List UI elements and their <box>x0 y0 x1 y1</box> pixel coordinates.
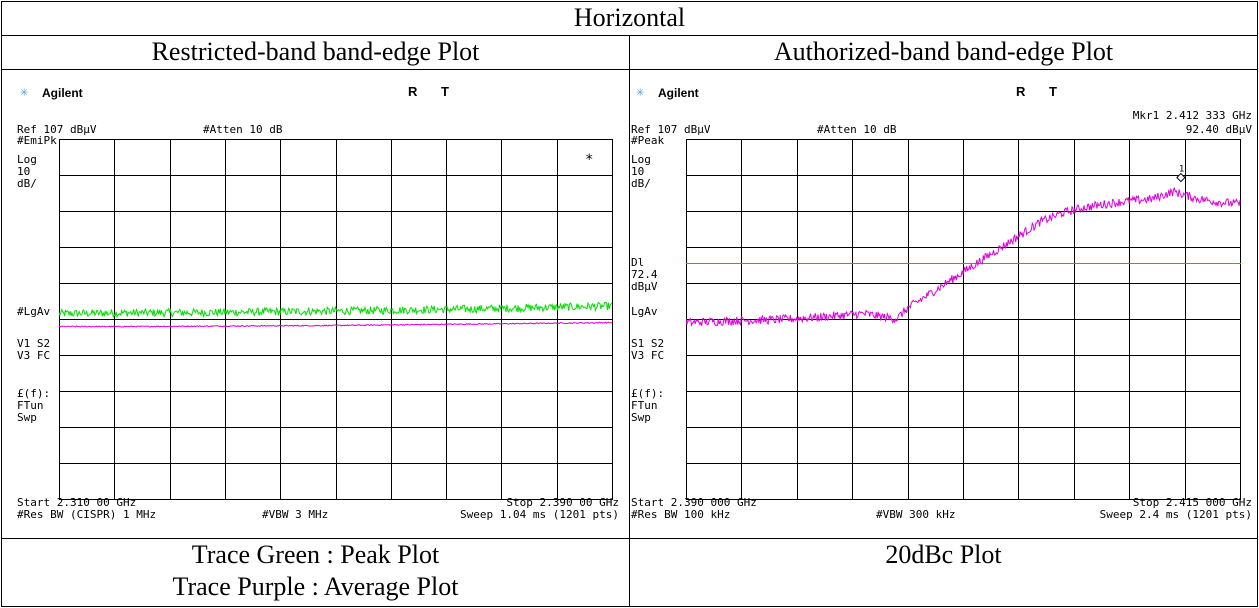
swp-label: Swp <box>631 411 651 424</box>
v1s2-label: V1 S2 <box>17 337 51 350</box>
right-analyzer-screen: ✳ Agilent R T Mkr1 2.412 333 GHz Ref 107… <box>630 84 1256 535</box>
left-caption-line1: Trace Green : Peak Plot <box>191 540 440 569</box>
marker-symbol: * <box>585 152 594 168</box>
peak-trace-line <box>59 301 613 319</box>
ref-level: Ref 107 dBµV <box>631 123 711 136</box>
ff-label: £(f): <box>631 387 665 400</box>
attenuation: #Atten 10 dB <box>817 123 897 136</box>
scale-log: Log <box>631 153 651 166</box>
s1s2-label: S1 S2 <box>631 337 665 350</box>
v3fc-label: V3 FC <box>631 349 665 362</box>
marker-diamond-icon <box>1176 172 1186 183</box>
display-line-unit: dBµV <box>631 280 658 293</box>
ref-level: Ref 107 dBµV <box>17 123 97 136</box>
star-icon: ✳ <box>636 84 645 100</box>
detector-label: #EmiPk <box>17 134 57 147</box>
star-icon: ✳ <box>20 84 29 100</box>
scale-unit: dB/ <box>631 177 651 190</box>
v3fc-label: V3 FC <box>17 349 51 362</box>
status-rt: R T <box>408 84 459 99</box>
ftun-label: FTun <box>17 399 44 412</box>
vbw: #VBW 3 MHz <box>262 508 329 521</box>
attenuation: #Atten 10 dB <box>203 123 283 136</box>
left-analyzer-screen: ✳ Agilent R T Ref 107 dBµV #Atten 10 dB … <box>16 84 623 535</box>
display-line-value: 72.4 <box>631 268 658 281</box>
left-plot-area <box>59 139 613 500</box>
ftun-label: FTun <box>631 399 658 412</box>
right-plot-title: Authorized-band band-edge Plot <box>773 37 1114 66</box>
scale-value: 10 <box>17 165 31 178</box>
average-trace-line <box>59 321 613 328</box>
swp-label: Swp <box>17 411 37 424</box>
display-line-label: Dl <box>631 256 645 269</box>
left-plot-title: Restricted-band band-edge Plot <box>151 37 480 66</box>
res-bw: #Res BW 100 kHz <box>631 508 731 521</box>
status-rt: R T <box>1016 84 1067 99</box>
column-divider <box>629 35 630 607</box>
right-caption: 20dBc Plot <box>885 540 1002 569</box>
scale-value: 10 <box>631 165 645 178</box>
marker-level: 92.40 dBµV <box>1185 123 1252 136</box>
marker-frequency: Mkr1 2.412 333 GHz <box>1132 109 1252 122</box>
res-bw: #Res BW (CISPR) 1 MHz <box>17 508 157 521</box>
scale-unit: dB/ <box>17 177 37 190</box>
sweep-time: Sweep 1.04 ms (1201 pts) <box>460 508 619 521</box>
marker-number: 1 <box>1179 165 1184 175</box>
scale-log: Log <box>17 153 37 166</box>
left-caption-line2: Trace Purple : Average Plot <box>172 572 459 601</box>
trace-20dbc-line <box>686 186 1241 327</box>
brand-logo: Agilent <box>658 86 699 100</box>
right-plot-area: 1 <box>686 139 1241 500</box>
ff-label: £(f): <box>17 387 51 400</box>
brand-logo: Agilent <box>42 86 83 100</box>
table-header: Horizontal <box>573 3 686 32</box>
detector-label: #Peak <box>631 134 665 147</box>
lgav-label: LgAv <box>631 305 658 318</box>
lgav-label: #LgAv <box>17 305 51 318</box>
vbw: #VBW 300 kHz <box>876 508 956 521</box>
sweep-time: Sweep 2.4 ms (1201 pts) <box>1099 508 1252 521</box>
